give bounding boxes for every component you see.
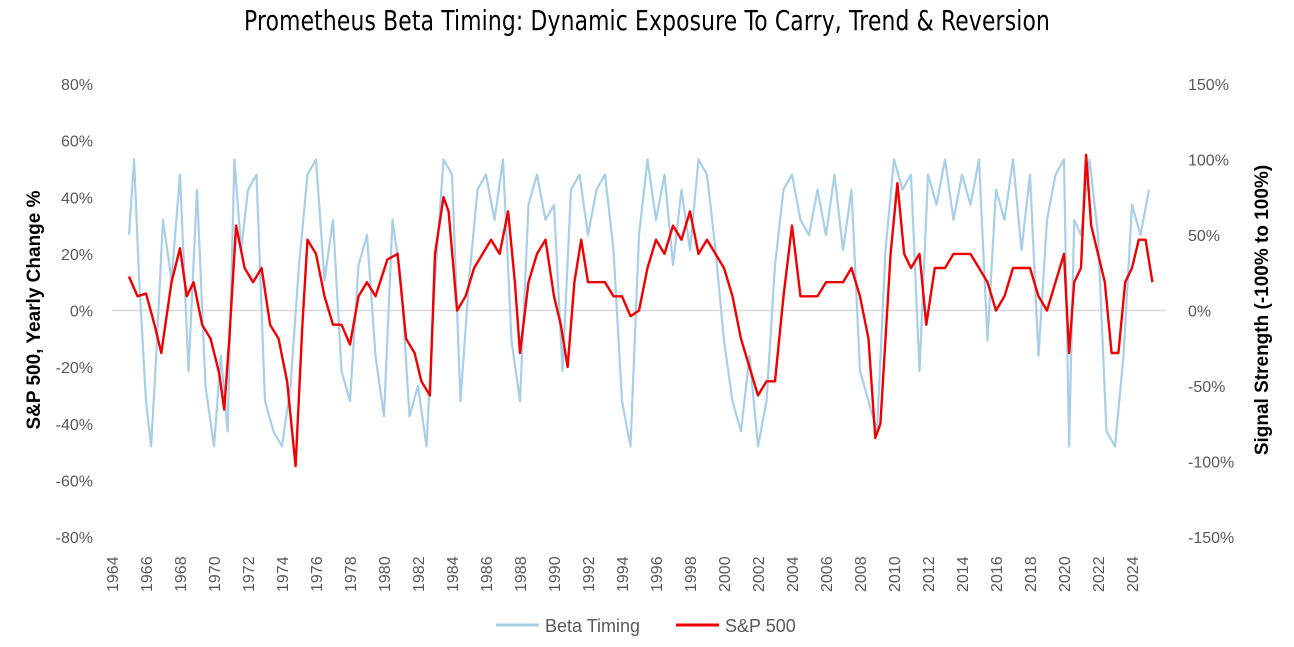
x-tick-label: 2022 [1091, 556, 1108, 592]
left-y-axis: -80% -60% -40% -20% 0% 20% 40% 60% 80% [56, 77, 93, 547]
left-tick-label: -60% [56, 473, 93, 490]
left-tick-label: -20% [56, 360, 93, 377]
x-tick-label: 1974 [275, 556, 292, 592]
chart-title: Prometheus Beta Timing: Dynamic Exposure… [244, 4, 1050, 37]
right-tick-label: -100% [1188, 455, 1234, 472]
plot-area [127, 153, 1154, 468]
x-axis: 1964 1966 1968 1970 1972 1974 1976 1978 1980 1982… [105, 556, 1142, 592]
x-tick-label: 2012 [921, 556, 938, 592]
left-tick-label: -40% [56, 417, 93, 434]
right-tick-label: -50% [1188, 379, 1225, 396]
series-line-beta-timing [127, 158, 1151, 448]
x-tick-label: 1968 [173, 556, 190, 592]
x-tick-label: 1984 [445, 556, 462, 592]
x-tick-label: 1972 [241, 556, 258, 592]
right-tick-label: 0% [1188, 304, 1211, 321]
x-tick-label: 2018 [1023, 556, 1040, 592]
x-tick-label: 1970 [207, 556, 224, 592]
left-axis-title: S&P 500, Yearly Change % [24, 190, 45, 429]
left-tick-label: 20% [61, 247, 93, 264]
x-tick-label: 2020 [1057, 556, 1074, 592]
series-line-sp500 [127, 153, 1154, 468]
x-tick-label: 1966 [139, 556, 156, 592]
x-tick-label: 1994 [615, 556, 632, 592]
right-tick-label: 50% [1188, 228, 1220, 245]
right-tick-label: 150% [1188, 77, 1229, 94]
x-tick-label: 2010 [887, 556, 904, 592]
x-tick-label: 1998 [683, 556, 700, 592]
x-tick-label: 2004 [785, 556, 802, 592]
left-tick-label: -80% [56, 530, 93, 547]
x-tick-label: 2006 [819, 556, 836, 592]
x-tick-label: 2014 [955, 556, 972, 592]
x-tick-label: 2000 [717, 556, 734, 592]
left-tick-label: 60% [61, 134, 93, 151]
left-tick-label: 0% [70, 304, 93, 321]
legend-label-beta-timing: Beta Timing [545, 616, 640, 636]
x-tick-label: 1986 [479, 556, 496, 592]
right-tick-label: -150% [1188, 530, 1234, 547]
right-y-axis: -150% -100% -50% 0% 50% 100% 150% [1188, 77, 1234, 547]
x-tick-label: 1976 [309, 556, 326, 592]
left-tick-label: 80% [61, 77, 93, 94]
right-tick-label: 100% [1188, 153, 1229, 170]
legend-label-sp500: S&P 500 [725, 616, 796, 636]
x-tick-label: 1992 [581, 556, 598, 592]
x-tick-label: 1982 [411, 556, 428, 592]
x-tick-label: 1988 [513, 556, 530, 592]
left-tick-label: 40% [61, 190, 93, 207]
x-tick-label: 2016 [989, 556, 1006, 592]
x-tick-label: 2008 [853, 556, 870, 592]
x-tick-label: 2024 [1125, 556, 1142, 592]
x-tick-label: 1990 [547, 556, 564, 592]
x-tick-label: 1980 [377, 556, 394, 592]
legend: Beta Timing S&P 500 [496, 616, 796, 636]
x-tick-label: 1996 [649, 556, 666, 592]
x-tick-label: 1978 [343, 556, 360, 592]
x-tick-label: 2002 [751, 556, 768, 592]
x-tick-label: 1964 [105, 556, 122, 592]
right-axis-title: Signal Strength (-100% to 100%) [1252, 165, 1273, 455]
